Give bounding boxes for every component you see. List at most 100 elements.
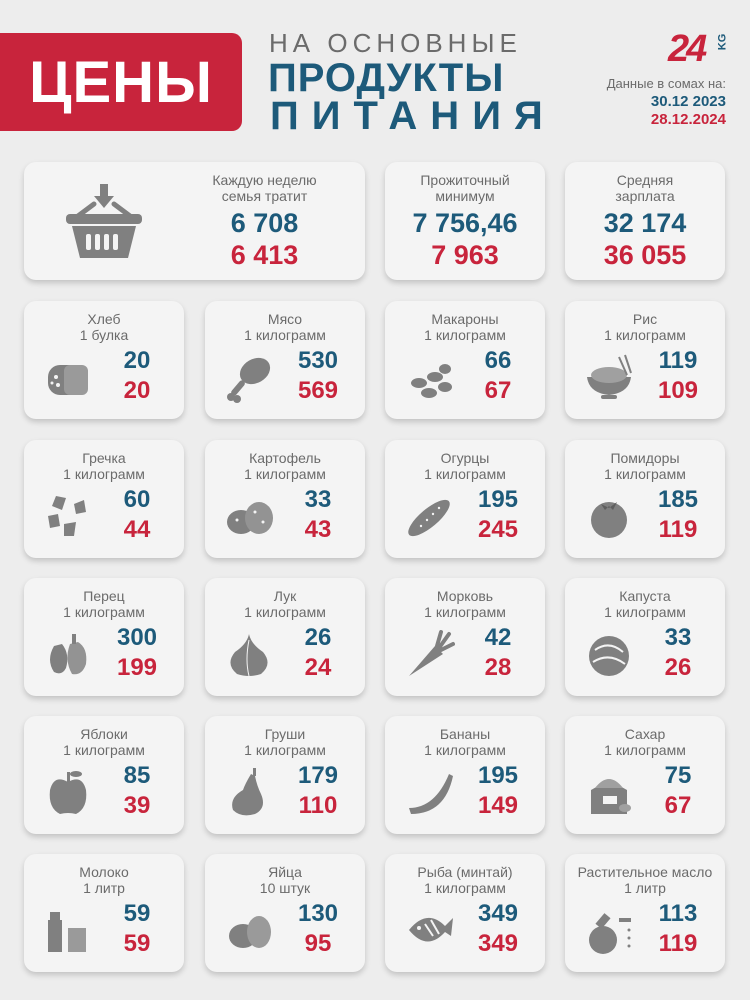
product-name: Макароны xyxy=(431,311,499,327)
product-label: Рис 1 килограмм xyxy=(565,311,725,343)
value-2023: 195 xyxy=(477,762,519,789)
milk-icon xyxy=(48,912,86,952)
product-unit: 1 килограмм xyxy=(244,604,326,620)
product-unit: 1 килограмм xyxy=(63,604,145,620)
product-unit: 1 килограмм xyxy=(604,604,686,620)
product-label: Гречка 1 килограмм xyxy=(24,450,184,482)
data-note: Данные в сомах на: xyxy=(606,76,726,91)
apple-icon xyxy=(49,771,87,814)
product-card: Огурцы 1 килограмм 195 245 xyxy=(385,440,545,558)
product-name: Картофель xyxy=(249,450,321,466)
pepper-icon xyxy=(50,634,87,675)
value-2024: 26 xyxy=(664,654,692,681)
product-unit: 10 штук xyxy=(259,880,311,896)
value-2024: 24 xyxy=(304,654,332,681)
summary-label: Каждую неделю семья тратит xyxy=(212,172,317,204)
value-2024: 349 xyxy=(477,930,519,957)
product-label: Груши 1 килограмм xyxy=(205,726,365,758)
product-name: Молоко xyxy=(79,864,129,880)
product-unit: 1 килограмм xyxy=(63,742,145,758)
value-2024: 199 xyxy=(116,654,158,681)
product-label: Капуста 1 килограмм xyxy=(565,588,725,620)
value-2024: 44 xyxy=(123,516,151,543)
value-2024: 39 xyxy=(123,792,151,819)
value-2023: 6 708 xyxy=(230,208,299,238)
subtitle-line-3: ПИТАНИЯ xyxy=(270,94,556,138)
product-card: Хлеб 1 булка 20 20 xyxy=(24,301,184,419)
product-name: Яйца xyxy=(268,864,302,880)
product-card: Капуста 1 килограмм 33 26 xyxy=(565,578,725,696)
value-2023: 42 xyxy=(484,624,512,651)
product-label: Сахар 1 килограмм xyxy=(565,726,725,758)
potato-icon xyxy=(227,502,273,534)
product-label: Яблоки 1 килограмм xyxy=(24,726,184,758)
product-label: Помидоры 1 килограмм xyxy=(565,450,725,482)
product-card: Помидоры 1 килограмм 185 119 xyxy=(565,440,725,558)
value-2024: 245 xyxy=(477,516,519,543)
banana-icon xyxy=(409,774,453,814)
summary-card-weekly: Каждую неделю семья тратит 6 708 6 413 xyxy=(24,162,365,280)
logo-24kg: 24 KG xyxy=(668,28,729,70)
oil-bottle-icon xyxy=(589,913,631,954)
buckwheat-icon xyxy=(48,496,86,536)
product-card: Перец 1 килограмм 300 199 xyxy=(24,578,184,696)
value-2023: 33 xyxy=(664,624,692,651)
product-label: Лук 1 килограмм xyxy=(205,588,365,620)
product-name: Перец xyxy=(83,588,125,604)
pear-icon xyxy=(232,768,263,816)
product-label: Растительное масло 1 литр xyxy=(565,864,725,896)
value-2024: 67 xyxy=(664,792,692,819)
header: ЦЕНЫ НА ОСНОВНЫЕ ПРОДУКТЫ ПИТАНИЯ 24 KG … xyxy=(0,0,750,150)
product-name: Гречка xyxy=(82,450,126,466)
value-2023: 185 xyxy=(657,486,699,513)
value-2024: 43 xyxy=(304,516,332,543)
product-name: Растительное масло xyxy=(577,864,713,880)
product-card: Рыба (минтай) 1 килограмм 349 349 xyxy=(385,854,545,972)
summary-label: Средняя зарплата xyxy=(615,172,675,204)
value-2024: 569 xyxy=(297,377,339,404)
value-2024: 7 963 xyxy=(431,240,499,270)
summary-card-salary: Средняя зарплата 32 174 36 055 xyxy=(565,162,725,280)
tomato-icon xyxy=(591,502,627,538)
sugar-icon xyxy=(591,779,631,814)
product-name: Мясо xyxy=(267,311,303,327)
product-card: Молоко 1 литр 59 59 xyxy=(24,854,184,972)
value-2023: 349 xyxy=(477,900,519,927)
value-2024: 109 xyxy=(657,377,699,404)
value-2024: 95 xyxy=(304,930,332,957)
value-2023: 85 xyxy=(123,762,151,789)
product-label: Морковь 1 килограмм xyxy=(385,588,545,620)
product-card: Яйца 10 штук 130 95 xyxy=(205,854,365,972)
value-2024: 59 xyxy=(123,930,151,957)
product-unit: 1 килограмм xyxy=(424,880,506,896)
summary-label: Прожиточный минимум xyxy=(420,172,510,204)
product-label: Мясо 1 килограмм xyxy=(205,311,365,343)
pasta-icon xyxy=(411,364,452,398)
product-name: Яблоки xyxy=(80,726,128,742)
summary-card-minimum: Прожиточный минимум 7 756,46 7 963 xyxy=(385,162,545,280)
basket-icon xyxy=(66,184,142,258)
rice-bowl-icon xyxy=(587,354,632,399)
value-2024: 149 xyxy=(477,792,519,819)
product-unit: 1 килограмм xyxy=(244,327,326,343)
product-unit: 1 килограмм xyxy=(424,327,506,343)
product-unit: 1 килограмм xyxy=(604,742,686,758)
value-2023: 119 xyxy=(658,347,698,374)
product-label: Огурцы 1 килограмм xyxy=(385,450,545,482)
product-unit: 1 литр xyxy=(624,880,666,896)
fish-icon xyxy=(409,917,453,942)
value-2023: 195 xyxy=(477,486,519,513)
bread-icon xyxy=(48,365,88,395)
value-2023: 75 xyxy=(664,762,692,789)
logo-kg: KG xyxy=(716,33,729,51)
product-label: Молоко 1 литр xyxy=(24,864,184,896)
value-2023: 66 xyxy=(484,347,512,374)
product-card: Рис 1 килограмм 119 109 xyxy=(565,301,725,419)
value-2023: 59 xyxy=(123,900,151,927)
product-label: Макароны 1 килограмм xyxy=(385,311,545,343)
cabbage-icon xyxy=(589,636,629,676)
value-2024: 6 413 xyxy=(230,240,299,270)
product-card: Груши 1 килограмм 179 110 xyxy=(205,716,365,834)
product-label: Картофель 1 килограмм xyxy=(205,450,365,482)
product-label: Рыба (минтай) 1 килограмм xyxy=(385,864,545,896)
